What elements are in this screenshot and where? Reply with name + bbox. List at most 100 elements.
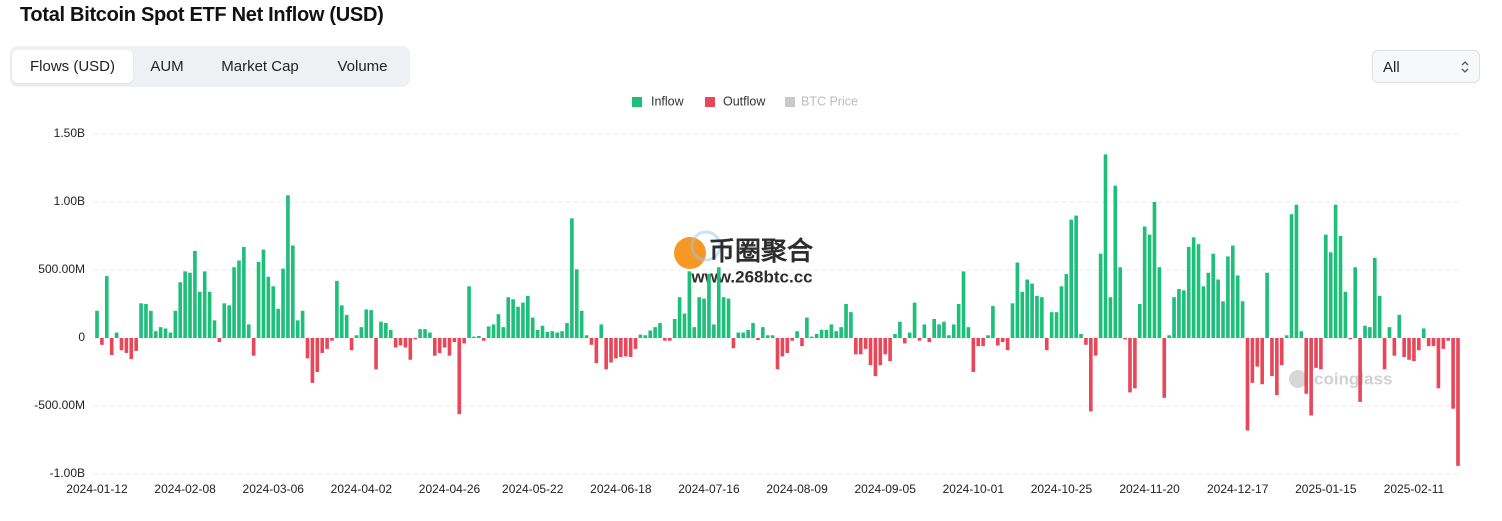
bar [1387,327,1392,338]
bar [883,338,888,355]
bar [981,338,985,347]
bar [1049,312,1054,338]
bar [858,338,863,355]
bar [496,314,501,338]
bar [447,338,452,356]
bar [526,295,530,338]
bar [770,335,775,338]
bar [1123,338,1127,340]
bar [1108,297,1113,338]
bar [1044,338,1049,351]
legend-label[interactable]: Inflow [651,94,685,108]
bar [271,286,276,338]
bar [1186,246,1191,338]
bar [266,276,271,338]
bar [780,338,785,357]
bar [540,325,545,338]
bar [565,323,569,338]
bar [1128,338,1132,393]
bar [1147,234,1152,338]
range-select[interactable]: All [1372,50,1480,83]
bar [178,282,183,338]
bar [1074,215,1078,338]
tab[interactable]: Volume [337,58,388,75]
bar [1324,234,1328,338]
bar [418,329,422,338]
bar [809,336,814,338]
bar [1133,338,1137,389]
bar [1084,338,1088,345]
select-arrows [1461,61,1469,73]
bar [868,338,873,366]
y-tick-label: 1.50B [54,126,85,140]
x-tick-label: 2024-01-12 [66,482,128,496]
bar [599,324,604,338]
bar [286,195,290,338]
bar [873,338,878,377]
bar [633,338,638,349]
bar [1392,338,1397,356]
bar [1235,275,1240,338]
bar [1152,202,1157,338]
tab[interactable]: Flows (USD) [12,50,133,83]
bar [1118,267,1123,338]
bar [643,335,648,338]
bar [134,338,138,351]
bar [638,334,643,338]
bar [1309,338,1313,416]
bar [1196,244,1201,338]
legend-label[interactable]: BTC Price [801,94,858,108]
x-tick-label: 2025-01-15 [1295,482,1357,496]
bar [716,267,721,338]
bar [398,338,403,346]
bar [1162,338,1167,398]
bar [124,338,129,353]
bar [648,330,653,338]
bar [1211,253,1216,338]
tab[interactable]: Market Cap [221,58,299,75]
bar [506,297,511,338]
x-tick-label: 2024-02-08 [154,482,216,496]
watermark-brand-icon [1289,370,1307,388]
bar [1407,338,1411,360]
bar [100,338,104,345]
bar [501,327,506,338]
bar [521,302,525,338]
bar [1240,301,1245,338]
bar [95,310,99,338]
bar [697,297,701,338]
bar [966,327,971,338]
bar [971,338,976,372]
bar [1142,226,1147,338]
bar [261,249,266,338]
bar [462,338,466,344]
bar [756,338,760,341]
bar [1226,256,1230,338]
bar [1319,338,1323,370]
bar [1206,272,1211,338]
bar [364,309,369,338]
tab[interactable]: AUM [150,58,184,75]
bar [104,276,109,338]
bar [1167,335,1171,338]
bar [1020,291,1025,338]
bar [315,338,320,372]
bar [158,327,163,338]
bar [1054,312,1059,338]
bar [653,327,657,338]
bar [775,338,780,370]
x-tick-label: 2024-06-18 [590,482,652,496]
bar [1245,338,1250,431]
bar [1456,338,1460,466]
bar [687,271,692,338]
bar [550,331,555,338]
bar [579,310,584,338]
bar [1000,338,1005,343]
legend-label[interactable]: Outflow [723,94,766,108]
bar [1230,245,1235,338]
bar [114,332,119,338]
bar [736,332,741,338]
bar [574,269,579,338]
bar [119,338,124,351]
bar [1182,290,1186,338]
